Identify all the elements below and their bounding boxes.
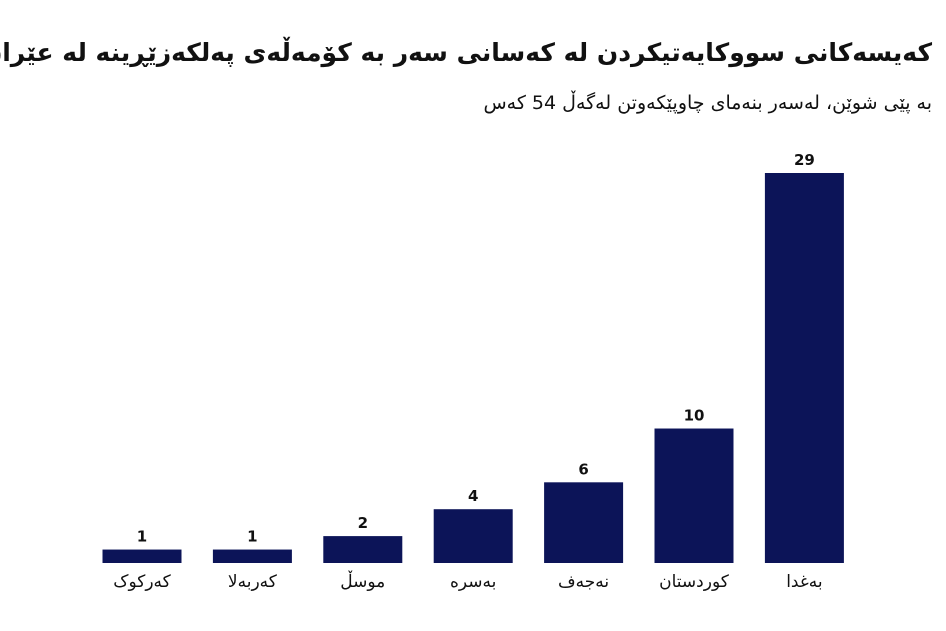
data-label: 6: [578, 460, 588, 478]
data-label: 4: [468, 487, 478, 505]
bar: [764, 173, 844, 563]
x-tick-label: بەغدا: [786, 572, 822, 592]
x-tick-label: کوردستان: [659, 572, 730, 592]
bar: [212, 549, 292, 563]
data-label: 1: [137, 528, 147, 546]
chart-title: کەیسەکانی سووکایەتیکردن لە کەسانی سەر بە…: [0, 38, 932, 67]
x-tick-label: کەرکوک: [113, 572, 171, 592]
x-tick-label: نەجەف: [558, 572, 609, 592]
bar: [433, 509, 513, 563]
x-tick-label: موسڵ: [340, 570, 385, 592]
data-label: 29: [794, 151, 815, 169]
x-tick-label: کەربەلا: [228, 572, 278, 592]
bar: [323, 536, 403, 563]
data-label: 10: [684, 407, 705, 425]
x-tick-label: بەسرە: [450, 572, 496, 592]
data-label: 1: [247, 528, 257, 546]
data-label: 2: [358, 514, 368, 532]
bar: [654, 428, 734, 563]
chart-subtitle: بە پێی شوێن، لەسەر بنەمای چاوپێکەوتن لەگ…: [483, 92, 932, 114]
bar: [544, 482, 624, 563]
bar: [102, 549, 182, 563]
